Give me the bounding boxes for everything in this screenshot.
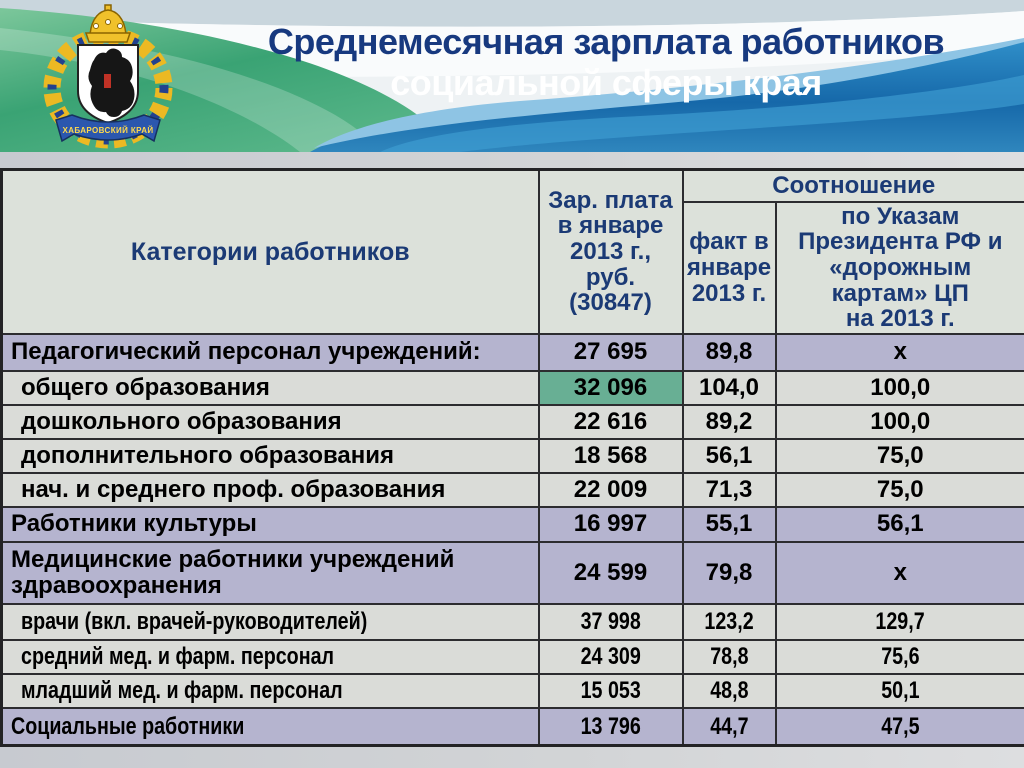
plan-cell: 75,6 [774,638,1024,675]
header-ratio-decree: по Указам Президента РФ и «дорожным карт… [774,200,1024,335]
salary-table: Категории работников Зар. плата в январе… [0,168,1024,748]
plan-cell: х [774,332,1024,372]
fact-cell: 71,3 [681,471,777,508]
plan-cell: 100,0 [774,403,1024,440]
plan-value: 129,7 [875,607,925,635]
category-cell: дополнительного образования [0,437,540,474]
plan-cell: 75,0 [774,437,1024,474]
salary-cell: 18 568 [537,437,684,474]
salary-value: 15 053 [580,676,641,704]
plan-value: 75,6 [881,642,920,670]
fact-cell: 89,2 [681,403,777,440]
table-row: Работники культуры 16 997 55,1 56,1 [0,505,1024,543]
table-header-row-2: факт в январе 2013 г. по Указам Президен… [2,200,1024,335]
category-label: врачи (вкл. врачей-руководителей) [21,607,368,635]
category-label: Социальные работники [11,712,245,740]
table-row: Медицинские работники учреждений здравоо… [0,540,1024,605]
plan-value: 50,1 [881,676,920,704]
salary-cell: 24 599 [537,540,684,605]
page-title: Среднемесячная зарплата работников социа… [192,21,1020,103]
category-cell: общего образования [0,369,540,406]
fact-cell: 89,8 [681,332,777,372]
salary-cell: 27 695 [537,332,684,372]
fact-cell: 56,1 [681,437,777,474]
fact-cell: 55,1 [681,505,777,543]
salary-cell: 16 997 [537,505,684,543]
category-label: средний мед. и фарм. персонал [21,642,335,670]
salary-value: 24 309 [580,642,641,670]
fact-cell: 123,2 [681,602,777,641]
header-salary: Зар. плата в январе 2013 г., руб. (30847… [537,168,684,335]
table-header-row-1: Категории работников Зар. плата в январе… [0,168,1024,335]
fact-cell: 44,7 [681,706,777,747]
table-row: Педагогический персонал учреждений: 27 6… [0,332,1024,372]
plan-value: 47,5 [881,712,920,740]
table-row: младший мед. и фарм. персонал 15 053 48,… [0,672,1024,709]
table-row: средний мед. и фарм. персонал 24 309 78,… [0,638,1024,675]
fact-value: 123,2 [704,607,754,635]
fact-value: 44,7 [709,712,749,740]
table-row: нач. и среднего проф. образования 22 009… [0,471,1024,508]
category-cell: младший мед. и фарм. персонал [0,672,540,709]
salary-cell: 22 009 [537,471,684,508]
table-row: общего образования 32 096 104,0 100,0 [0,369,1024,406]
fact-cell: 78,8 [681,638,777,675]
salary-cell: 24 309 [537,638,684,675]
wave-background [0,0,1024,152]
category-cell: дошкольного образования [0,403,540,440]
category-label: младший мед. и фарм. персонал [21,676,343,704]
plan-cell: 75,0 [774,471,1024,508]
salary-cell: 13 796 [537,706,684,747]
fact-value: 78,8 [709,642,749,670]
table-row: дошкольного образования 22 616 89,2 100,… [0,403,1024,440]
fact-cell: 48,8 [681,672,777,709]
plan-cell: 47,5 [774,706,1024,747]
bear-icon [88,48,135,117]
header-banner: ХАБАРОВСКИЙ КРАЙ Среднемесячная зарплата… [0,0,1024,152]
plan-cell: х [774,540,1024,605]
header-ratio-fact: факт в январе 2013 г. [681,200,777,335]
table-row: врачи (вкл. врачей-руководителей) 37 998… [0,602,1024,641]
table-row: дополнительного образования 18 568 56,1 … [0,437,1024,474]
category-cell: Медицинские работники учреждений здравоо… [0,540,540,605]
category-cell: Педагогический персонал учреждений: [0,332,540,372]
plan-cell: 56,1 [774,505,1024,543]
header-categories: Категории работников [0,168,540,335]
title-line-1: Среднемесячная зарплата работников [267,21,945,62]
plan-cell: 100,0 [774,369,1024,406]
fact-cell: 104,0 [681,369,777,406]
header-ratio-group: Соотношение [681,168,1024,203]
salary-cell: 37 998 [537,602,684,641]
plan-cell: 50,1 [774,672,1024,709]
coat-of-arms-icon: ХАБАРОВСКИЙ КРАЙ [43,4,173,149]
salary-cell-highlighted: 32 096 [537,369,684,406]
salary-value: 37 998 [580,607,641,635]
salary-cell: 22 616 [537,403,684,440]
plan-cell: 129,7 [774,602,1024,641]
category-cell: врачи (вкл. врачей-руководителей) [0,602,540,641]
category-cell: средний мед. и фарм. персонал [0,638,540,675]
ribbon-banner [55,114,161,143]
salary-cell: 15 053 [537,672,684,709]
table-row: Социальные работники 13 796 44,7 47,5 [0,706,1024,747]
title-line-2: социальной сферы края [390,61,822,103]
fact-value: 48,8 [709,676,749,704]
salary-value: 13 796 [580,712,641,740]
ribbon-text: ХАБАРОВСКИЙ КРАЙ [62,126,153,135]
fact-cell: 79,8 [681,540,777,605]
category-cell: нач. и среднего проф. образования [0,471,540,508]
category-cell: Работники культуры [0,505,540,543]
category-cell: Социальные работники [0,706,540,747]
